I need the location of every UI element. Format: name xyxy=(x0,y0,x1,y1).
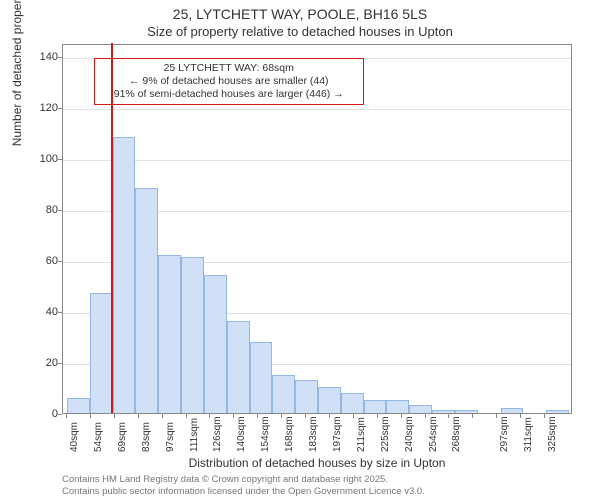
x-tick-label: 140sqm xyxy=(236,416,247,452)
x-tick-label: 69sqm xyxy=(117,422,128,452)
x-tick-label: 97sqm xyxy=(165,422,176,452)
x-tick-label: 40sqm xyxy=(69,422,80,452)
histogram-bar xyxy=(455,410,478,413)
x-tick-label: 168sqm xyxy=(284,416,295,452)
y-tick-mark xyxy=(58,210,62,211)
x-tick-mark xyxy=(209,414,210,418)
y-tick-mark xyxy=(58,363,62,364)
histogram-bar xyxy=(364,400,387,413)
histogram-bar xyxy=(181,257,204,413)
y-tick-mark xyxy=(58,159,62,160)
chart-title-sub: Size of property relative to detached ho… xyxy=(0,24,600,39)
histogram-bar xyxy=(432,410,455,413)
x-tick-mark xyxy=(138,414,139,418)
x-tick-label: 225sqm xyxy=(380,416,391,452)
y-tick-mark xyxy=(58,312,62,313)
x-tick-mark xyxy=(520,414,521,418)
x-tick-mark xyxy=(496,414,497,418)
x-tick-mark xyxy=(544,414,545,418)
x-tick-mark xyxy=(162,414,163,418)
x-tick-label: 268sqm xyxy=(451,416,462,452)
x-tick-mark xyxy=(353,414,354,418)
x-axis-label: Distribution of detached houses by size … xyxy=(62,456,572,470)
x-tick-label: 54sqm xyxy=(93,422,104,452)
y-axis-label: Number of detached properties xyxy=(10,0,24,146)
x-tick-mark xyxy=(281,414,282,418)
histogram-bar xyxy=(295,380,318,413)
plot-area: 25 LYTCHETT WAY: 68sqm← 9% of detached h… xyxy=(62,44,572,414)
y-tick-label: 140 xyxy=(28,51,58,63)
x-tick-mark xyxy=(305,414,306,418)
x-tick-label: 325sqm xyxy=(547,416,558,452)
histogram-bar xyxy=(546,410,569,413)
x-tick-mark xyxy=(90,414,91,418)
histogram-bar xyxy=(386,400,409,413)
footer-line-1: Contains HM Land Registry data © Crown c… xyxy=(62,474,388,485)
y-tick-label: 120 xyxy=(28,102,58,114)
chart-title-main: 25, LYTCHETT WAY, POOLE, BH16 5LS xyxy=(0,6,600,22)
x-tick-mark xyxy=(257,414,258,418)
y-tick-mark xyxy=(58,108,62,109)
x-tick-mark xyxy=(401,414,402,418)
x-tick-label: 254sqm xyxy=(428,416,439,452)
y-tick-label: 20 xyxy=(28,357,58,369)
y-tick-mark xyxy=(58,57,62,58)
x-tick-label: 154sqm xyxy=(260,416,271,452)
x-tick-label: 211sqm xyxy=(356,417,367,452)
annotation-line: 25 LYTCHETT WAY: 68sqm xyxy=(103,62,355,75)
y-tick-mark xyxy=(58,414,62,415)
histogram-bar xyxy=(250,342,273,413)
histogram-bar xyxy=(501,408,524,413)
y-tick-label: 0 xyxy=(28,408,58,420)
x-tick-label: 111sqm xyxy=(189,418,200,452)
histogram-bar xyxy=(90,293,113,413)
x-tick-label: 311sqm xyxy=(523,417,534,452)
x-tick-label: 197sqm xyxy=(332,416,343,452)
histogram-bar xyxy=(318,387,341,413)
x-tick-mark xyxy=(425,414,426,418)
histogram-bar xyxy=(272,375,295,413)
histogram-bar xyxy=(204,275,227,413)
y-tick-label: 40 xyxy=(28,306,58,318)
gridline xyxy=(63,160,571,161)
y-tick-label: 60 xyxy=(28,255,58,267)
x-tick-label: 240sqm xyxy=(404,416,415,452)
histogram-bar xyxy=(341,393,364,413)
histogram-bar xyxy=(227,321,250,413)
histogram-bar xyxy=(409,405,432,413)
x-tick-mark xyxy=(233,414,234,418)
x-tick-mark xyxy=(377,414,378,418)
x-tick-mark xyxy=(186,414,187,418)
y-tick-mark xyxy=(58,261,62,262)
gridline xyxy=(63,109,571,110)
histogram-bar xyxy=(113,137,136,413)
x-tick-label: 126sqm xyxy=(212,416,223,452)
annotation-line: ← 9% of detached houses are smaller (44) xyxy=(103,75,355,88)
x-tick-label: 183sqm xyxy=(308,416,319,452)
x-tick-mark xyxy=(472,414,473,418)
y-tick-label: 80 xyxy=(28,204,58,216)
histogram-bar xyxy=(67,398,90,413)
x-tick-mark xyxy=(114,414,115,418)
annotation-line: 91% of semi-detached houses are larger (… xyxy=(103,88,355,101)
x-tick-mark xyxy=(329,414,330,418)
footer-line-2: Contains public sector information licen… xyxy=(62,486,425,497)
annotation-box: 25 LYTCHETT WAY: 68sqm← 9% of detached h… xyxy=(94,58,364,105)
x-tick-label: 83sqm xyxy=(141,422,152,452)
histogram-bar xyxy=(158,255,181,413)
y-tick-label: 100 xyxy=(28,153,58,165)
x-tick-label: 297sqm xyxy=(499,416,510,452)
histogram-bar xyxy=(135,188,158,413)
x-tick-mark xyxy=(448,414,449,418)
x-tick-mark xyxy=(66,414,67,418)
